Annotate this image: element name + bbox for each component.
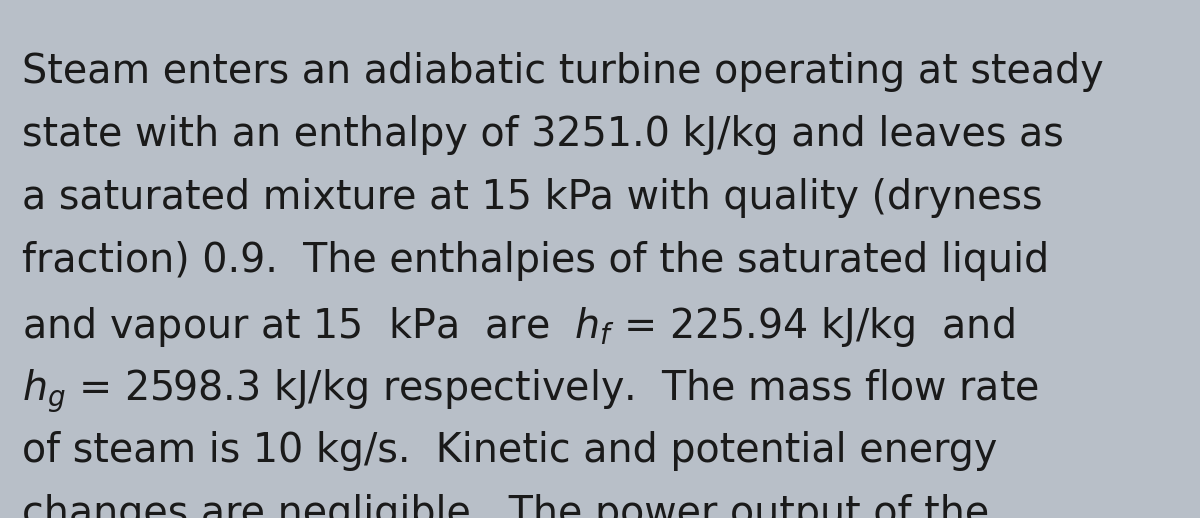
Text: of steam is 10 kg/s.  Kinetic and potential energy: of steam is 10 kg/s. Kinetic and potenti…: [22, 431, 997, 471]
Text: and vapour at 15  kPa  are  $h_f$ = 225.94 kJ/kg  and: and vapour at 15 kPa are $h_f$ = 225.94 …: [22, 305, 1014, 349]
Text: a saturated mixture at 15 kPa with quality (dryness: a saturated mixture at 15 kPa with quali…: [22, 178, 1042, 218]
Text: changes are negligible.  The power output of the: changes are negligible. The power output…: [22, 494, 989, 518]
Text: fraction) 0.9.  The enthalpies of the saturated liquid: fraction) 0.9. The enthalpies of the sat…: [22, 241, 1049, 281]
Text: Steam enters an adiabatic turbine operating at steady: Steam enters an adiabatic turbine operat…: [22, 52, 1103, 92]
Text: state with an enthalpy of 3251.0 kJ/kg and leaves as: state with an enthalpy of 3251.0 kJ/kg a…: [22, 115, 1063, 155]
Text: $h_g$ = 2598.3 kJ/kg respectively.  The mass flow rate: $h_g$ = 2598.3 kJ/kg respectively. The m…: [22, 368, 1038, 416]
